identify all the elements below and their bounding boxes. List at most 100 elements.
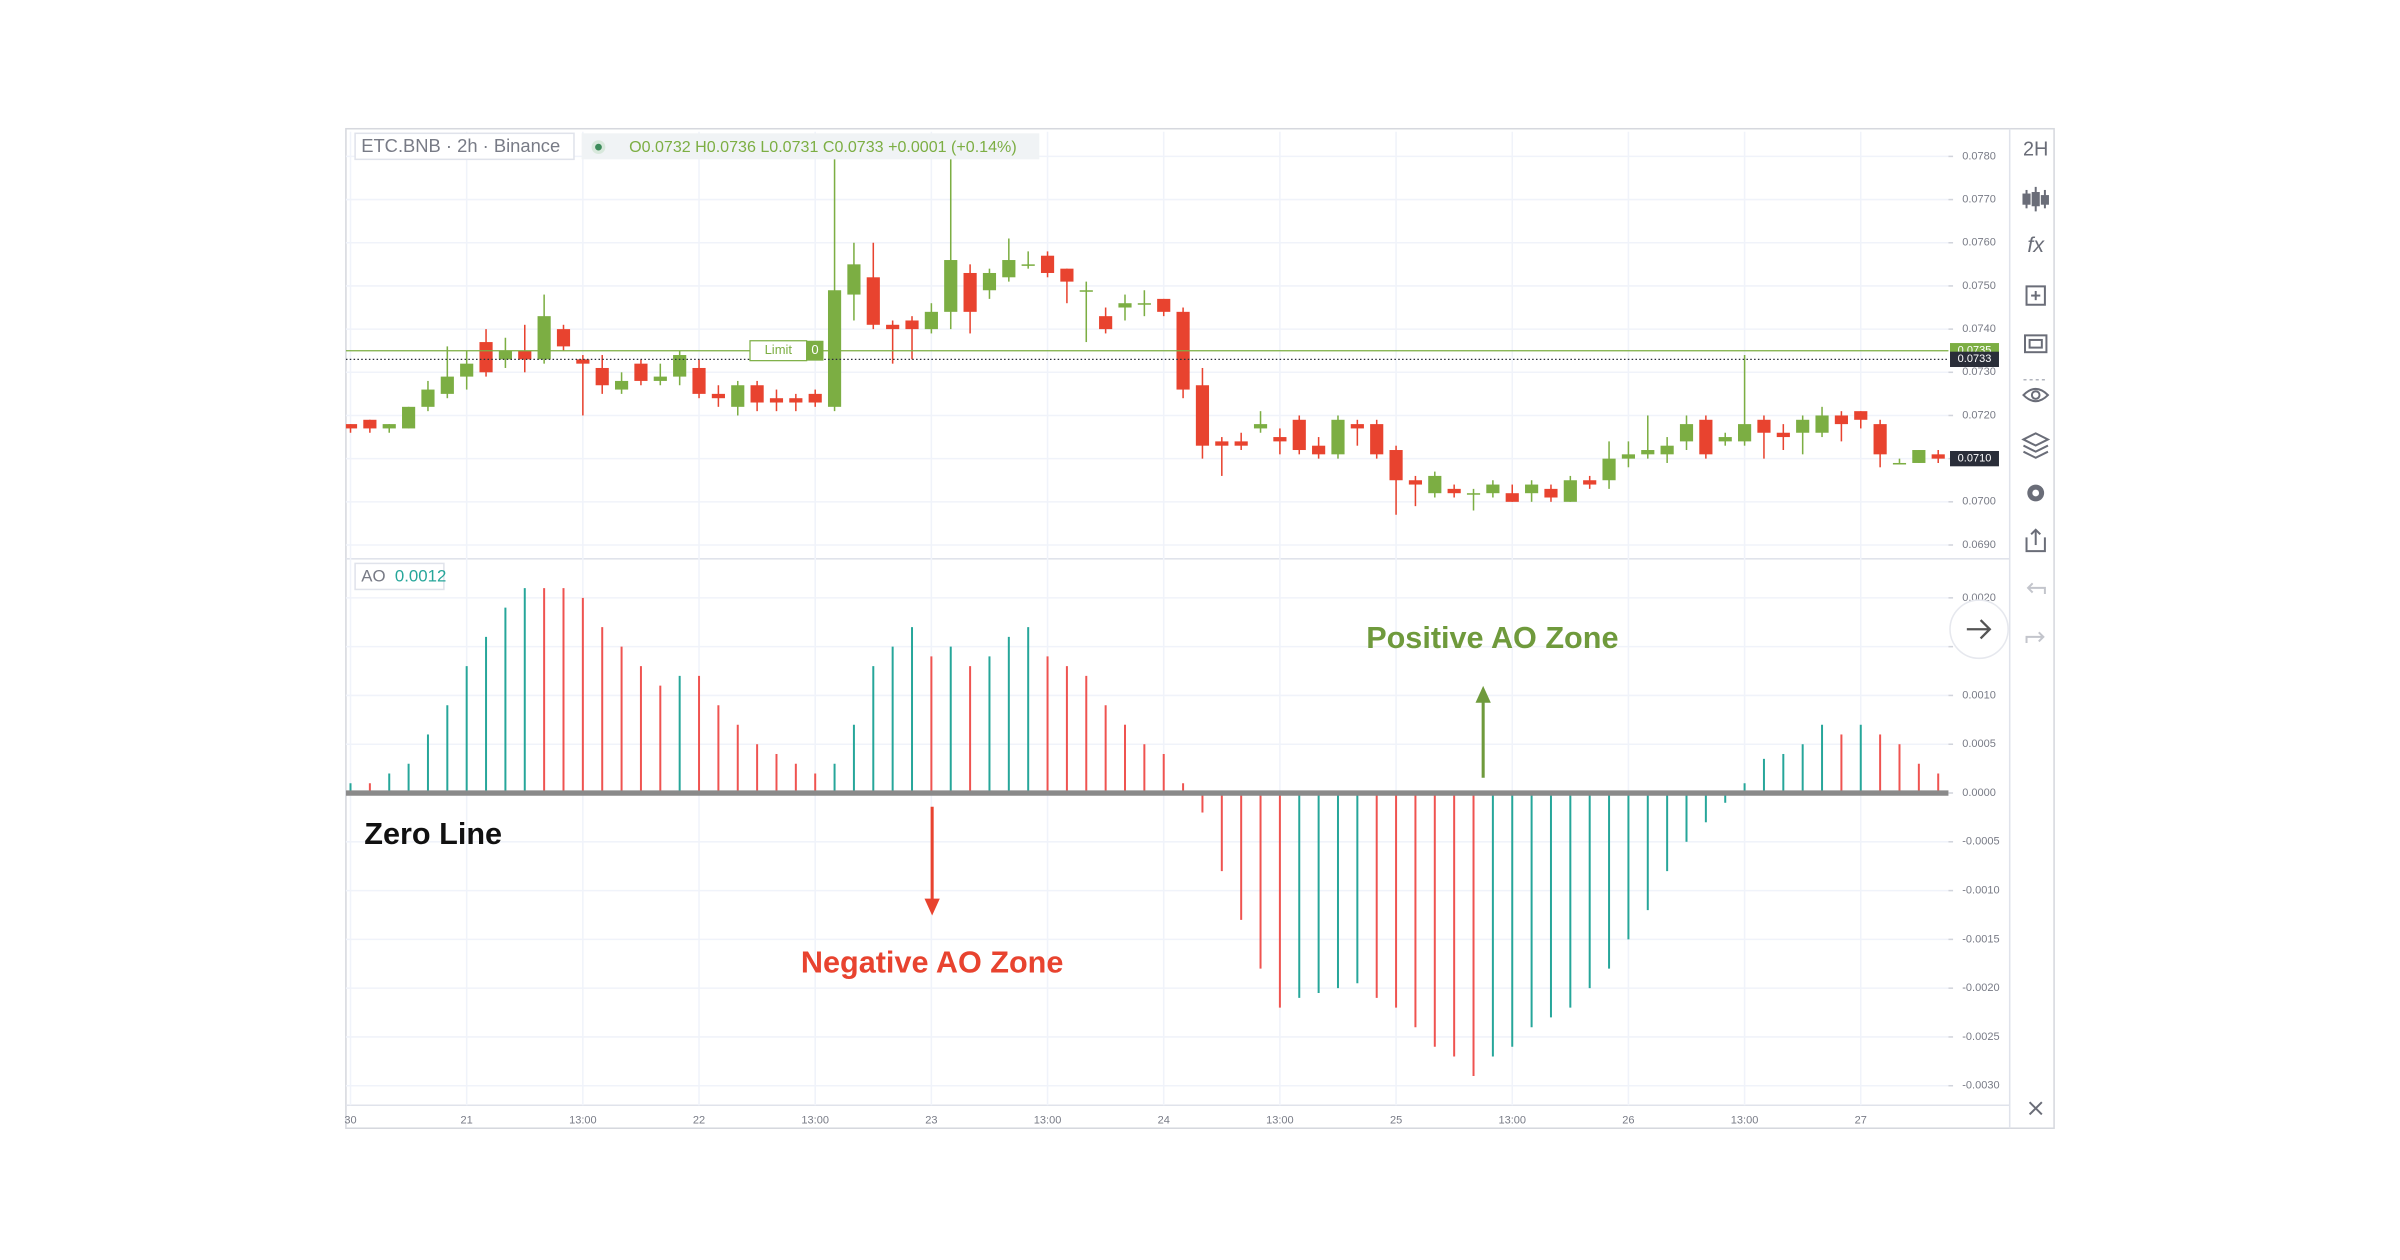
candle-body [1776,432,1790,438]
candle-body [1118,303,1132,308]
x-tick-label: 25 [1390,1114,1402,1126]
candle-body [1312,445,1326,455]
x-tick-label: 22 [693,1114,705,1126]
y-tick-label: 0.0750 [1962,280,1996,292]
x-tick-label: 13:00 [801,1114,829,1126]
candle-body [905,320,919,330]
candle-body [1215,441,1229,446]
scroll-button[interactable] [1949,599,2009,660]
candle-body [1815,415,1829,433]
candle-body [1505,493,1519,502]
indicator-value: 0.0012 [395,567,446,586]
annotation: Zero Line [364,817,502,851]
candle-body [1466,493,1481,495]
y-tick-label: 0.0770 [1962,193,1996,205]
settings-button[interactable] [2027,484,2045,502]
candle-body [1002,260,1016,278]
candle-body [1873,424,1887,455]
candle-body [1486,484,1500,494]
order-label: Limit [765,342,793,357]
candle-body [363,419,377,429]
candle-body [345,424,358,429]
y-tick-label: 0.0730 [1962,366,1996,378]
candle-body [556,329,571,347]
price-tag-label: 0.0733 [1958,353,1992,365]
candle-body [1854,411,1868,420]
candle-body [518,350,532,360]
negative-arrow [924,806,940,916]
snapshot-button[interactable] [2024,334,2048,354]
x-tick-label: 21 [461,1114,473,1126]
candle-body [1079,290,1093,292]
candle-body [1912,450,1926,463]
y-tick-label: 0.0000 [1962,787,1996,799]
candle-body [1157,298,1171,312]
candle-body [1641,450,1655,455]
indicators-button[interactable]: fx [2027,233,2045,257]
ao-pane [345,588,1949,1076]
y-tick-label: 0.0690 [1962,539,1996,551]
x-tick-label: 13:00 [1498,1114,1526,1126]
candle-body [1660,445,1674,455]
candle-body [1931,454,1945,459]
price-tag [1950,351,1999,367]
candle-body [1679,424,1694,442]
y-tick-label: 0.0720 [1962,409,1996,421]
candle-body [1718,437,1732,442]
undo-button[interactable] [2026,582,2046,595]
candle-body [692,367,706,394]
candle-body [808,393,822,403]
interval-button[interactable]: 2H [2023,138,2048,160]
candle-body [847,264,861,295]
candle-body [1796,419,1810,433]
candle-body [1060,268,1074,282]
layers-button[interactable] [2021,432,2051,459]
candle-body [402,406,416,429]
y-tick-label: 0.0700 [1962,496,1996,508]
ohlc-values: O0.0732 H0.0736 L0.0731 C0.0733 +0.0001 … [629,138,1017,156]
fullscreen-button[interactable] [2025,285,2046,306]
candle-body [1040,255,1055,273]
candle-body [1389,450,1403,481]
share-button[interactable] [2025,528,2046,553]
indicator-title: AO [361,567,385,586]
candle-body [1370,424,1384,455]
candle-body [1525,484,1539,494]
candle-body [1137,303,1151,305]
y-tick-label: -0.0010 [1962,884,1999,896]
candle-body [1621,454,1635,459]
close-button[interactable] [2028,1101,2043,1116]
x-tick-label: 24 [1158,1114,1170,1126]
axes: 30 21 13:00 22 13:00 23 13:00 24 13:00 25 13:00 26 1… [344,150,1999,1126]
candle-body [1583,480,1597,485]
x-tick-label: 13:00 [1034,1114,1062,1126]
y-tick-label: -0.0005 [1962,836,1999,848]
candle-body [1602,458,1616,481]
candle-body [1544,488,1558,498]
y-tick-label: 0.0780 [1962,150,1996,162]
x-tick-label: 23 [925,1114,937,1126]
visibility-button[interactable] [2022,387,2050,403]
candle-body [460,363,474,377]
candle-body [1757,419,1771,433]
price-pane [345,152,1949,515]
chart-type-button[interactable] [2022,186,2049,212]
y-tick-label: 0.0005 [1962,738,1996,750]
redo-button[interactable] [2025,631,2045,644]
y-tick-label: 0.0740 [1962,323,1996,335]
candle-body [886,324,900,330]
x-tick-label: 26 [1622,1114,1634,1126]
candle-body [789,398,803,403]
candle-body [750,385,764,403]
chart-frame [345,127,2055,1129]
indicator-box [354,562,445,591]
price-tag-label: 0.0710 [1958,453,1992,465]
y-tick-label: -0.0015 [1962,933,1999,945]
candle-body [982,272,997,291]
candle-body [1834,415,1848,425]
y-tick-label: -0.0030 [1962,1080,1999,1092]
candle-body [866,277,880,325]
candle-body [440,376,454,394]
x-tick-label: 13:00 [569,1114,597,1126]
